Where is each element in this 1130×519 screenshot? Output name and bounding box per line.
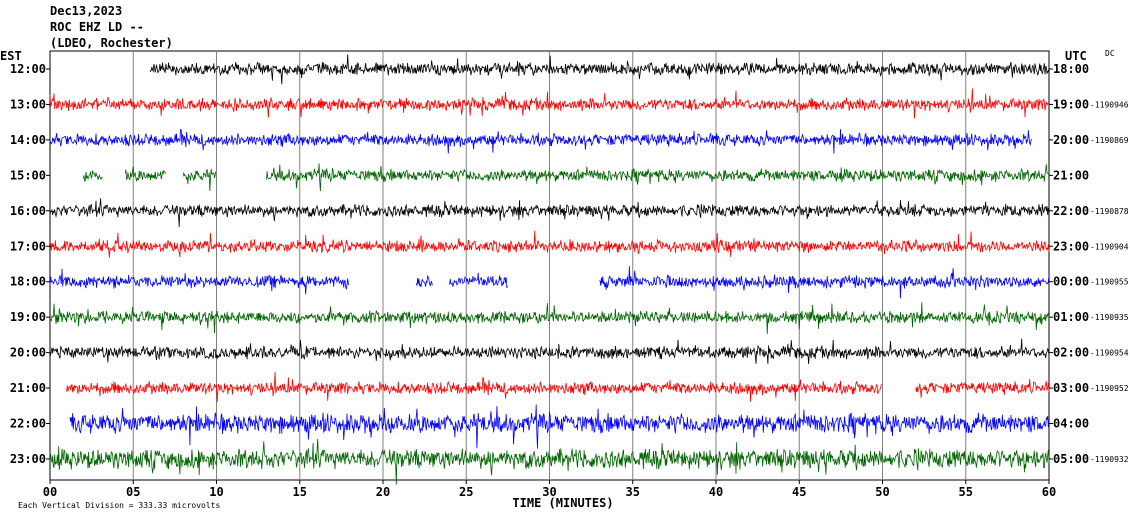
trace-row	[49, 302, 1050, 335]
utc-label: 19:00	[1053, 97, 1089, 111]
trace-row	[149, 54, 1050, 85]
dc-offset-label: -1190869	[1090, 136, 1129, 145]
est-label: 23:00	[10, 452, 46, 466]
dc-offset-label: -1190878	[1090, 207, 1129, 216]
trace-row	[82, 163, 1050, 192]
dc-offset-label: -1190946	[1090, 100, 1129, 109]
est-label: 21:00	[10, 381, 46, 395]
dc-offset-label: -1190904	[1090, 242, 1129, 251]
utc-label: 22:00	[1053, 204, 1089, 218]
utc-label: 04:00	[1053, 417, 1089, 431]
header-date: Dec13,2023	[50, 4, 123, 18]
est-label: 20:00	[10, 346, 46, 360]
x-tick-label: 15	[293, 485, 307, 499]
est-label: 13:00	[10, 97, 46, 111]
dc-offset-label: -1190954	[1090, 349, 1129, 358]
utc-label: 21:00	[1053, 168, 1089, 182]
axis-labels: 00 05 10 15 20 25 30 35 40 45 50 55 60 TIME (MINUTES)…	[0, 49, 1129, 510]
dc-offset-label: -1190952	[1090, 384, 1129, 393]
x-tick-label: 50	[875, 485, 889, 499]
trace-row	[49, 438, 1050, 485]
dc-offset-label: -1190955	[1090, 278, 1129, 287]
est-label: 14:00	[10, 133, 46, 147]
dc-label: DC	[1105, 49, 1115, 58]
utc-label: 03:00	[1053, 381, 1089, 395]
trace-row	[49, 266, 1050, 299]
right-axis-title: UTC	[1065, 49, 1087, 63]
scale-note: Each Vertical Division = 333.33 microvol…	[18, 501, 220, 510]
x-tick-label: 45	[792, 485, 806, 499]
utc-label: 23:00	[1053, 239, 1089, 253]
x-tick-label: 05	[126, 485, 140, 499]
est-label: 22:00	[10, 417, 46, 431]
utc-label: 18:00	[1053, 62, 1089, 76]
x-tick-label: 40	[709, 485, 723, 499]
x-tick-label: 55	[959, 485, 973, 499]
grid-lines	[46, 50, 1053, 484]
utc-label: 01:00	[1053, 310, 1089, 324]
x-tick-label: 10	[209, 485, 223, 499]
est-label: 16:00	[10, 204, 46, 218]
header-network: (LDEO, Rochester)	[50, 36, 173, 50]
x-tick-label: 60	[1042, 485, 1056, 499]
x-tick-label: 00	[43, 485, 57, 499]
utc-label: 05:00	[1053, 452, 1089, 466]
x-axis-label: TIME (MINUTES)	[512, 496, 613, 510]
x-tick-label: 25	[459, 485, 473, 499]
est-label: 15:00	[10, 168, 46, 182]
est-label: 19:00	[10, 310, 46, 324]
utc-label: 00:00	[1053, 275, 1089, 289]
est-label: 12:00	[10, 62, 46, 76]
left-axis-title: EST	[0, 49, 22, 63]
x-tick-label: 30	[542, 485, 556, 499]
trace-row	[49, 230, 1050, 258]
utc-label: 02:00	[1053, 346, 1089, 360]
est-label: 17:00	[10, 239, 46, 253]
trace-row	[49, 338, 1050, 365]
seismic-traces	[49, 54, 1050, 485]
header-station: ROC EHZ LD --	[50, 20, 144, 34]
utc-label: 20:00	[1053, 133, 1089, 147]
trace-row	[49, 198, 1050, 228]
dc-offset-label: -1190932	[1090, 455, 1129, 464]
est-label: 18:00	[10, 275, 46, 289]
x-tick-label: 20	[376, 485, 390, 499]
trace-row	[49, 88, 1050, 119]
trace-row	[66, 371, 1050, 402]
trace-row	[69, 404, 1050, 449]
x-tick-label: 35	[626, 485, 640, 499]
dc-offset-label: -1190935	[1090, 313, 1129, 322]
